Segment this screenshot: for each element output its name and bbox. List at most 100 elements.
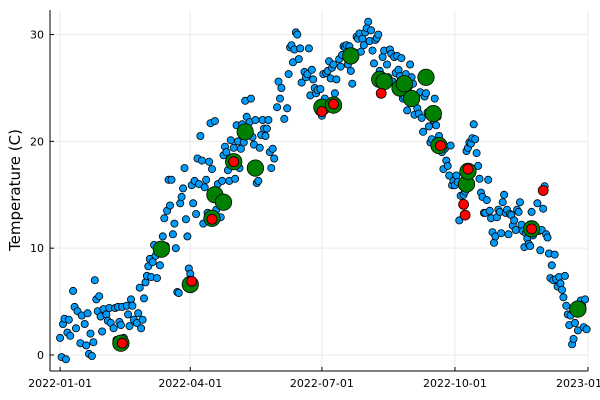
blue-data-point	[167, 175, 176, 184]
blue-data-point	[128, 301, 137, 310]
green-data-point	[424, 105, 442, 123]
blue-data-point	[80, 319, 89, 328]
blue-data-point	[141, 278, 150, 287]
blue-data-point	[348, 79, 357, 88]
x-tick-label: 2022-01-01	[28, 377, 92, 390]
blue-data-point	[189, 199, 198, 208]
blue-data-point	[452, 171, 461, 180]
blue-data-point	[346, 66, 355, 75]
green-data-point	[375, 73, 393, 91]
green-data-point	[569, 300, 587, 318]
blue-data-point	[255, 143, 264, 152]
blue-data-point	[497, 229, 506, 238]
blue-data-point	[533, 199, 542, 208]
blue-data-point	[69, 286, 78, 295]
green-data-point	[236, 123, 254, 141]
blue-data-point	[180, 164, 189, 173]
blue-data-point	[367, 26, 376, 35]
red-data-point	[459, 209, 471, 221]
blue-data-point	[236, 144, 245, 153]
blue-data-point	[231, 174, 240, 183]
blue-data-point	[527, 207, 536, 216]
blue-data-point	[403, 106, 412, 115]
blue-data-point	[539, 204, 548, 213]
blue-data-point	[181, 215, 190, 224]
blue-data-point	[562, 301, 571, 310]
blue-data-point	[139, 294, 148, 303]
blue-data-point	[205, 157, 214, 166]
blue-data-point	[158, 232, 167, 241]
blue-data-point	[283, 104, 292, 113]
blue-data-point	[432, 121, 441, 130]
blue-data-point	[160, 214, 169, 223]
blue-data-point	[543, 233, 552, 242]
blue-data-point	[484, 175, 493, 184]
blue-data-point	[197, 156, 206, 165]
blue-data-point	[293, 30, 302, 39]
blue-data-point	[171, 244, 180, 253]
axes	[49, 10, 588, 372]
blue-data-point	[559, 293, 568, 302]
blue-data-point	[510, 216, 519, 225]
y-tick-label: 10	[30, 242, 44, 255]
red-data-point	[375, 87, 387, 99]
blue-data-point	[482, 196, 491, 205]
blue-data-point	[560, 271, 569, 280]
red-data-point	[462, 163, 474, 175]
blue-data-point	[446, 141, 455, 150]
blue-data-point	[56, 333, 65, 342]
blue-data-point	[514, 207, 523, 216]
blue-data-point	[296, 44, 305, 53]
red-data-point	[328, 98, 339, 110]
red-data-point	[206, 213, 218, 225]
blue-data-point	[179, 184, 188, 193]
blue-data-point	[550, 250, 559, 259]
blue-data-point	[504, 230, 513, 239]
blue-data-point	[262, 124, 271, 133]
blue-data-point	[489, 238, 498, 247]
blue-data-point	[397, 54, 406, 63]
x-tick-label: 2022-07-01	[290, 377, 354, 390]
blue-data-point	[443, 161, 452, 170]
blue-data-point	[155, 261, 164, 270]
blue-data-point	[251, 116, 260, 125]
blue-data-point	[472, 149, 481, 158]
blue-data-point	[421, 89, 430, 98]
blue-data-point	[137, 324, 146, 333]
red-data-point	[435, 140, 446, 152]
blue-data-point	[226, 136, 235, 145]
blue-data-point	[368, 46, 377, 55]
blue-data-point	[64, 315, 73, 324]
red-data-point	[116, 337, 128, 349]
red-data-point	[186, 275, 198, 287]
blue-data-point	[66, 331, 75, 340]
red-data-point	[228, 156, 240, 168]
blue-data-point	[382, 60, 391, 69]
blue-data-point	[547, 261, 556, 270]
blue-data-point	[109, 324, 118, 333]
blue-data-point	[406, 60, 415, 69]
blue-data-point	[419, 127, 428, 136]
y-axis-title: Temperature (C)	[6, 129, 24, 252]
blue-data-point	[196, 131, 205, 140]
blue-data-point	[83, 309, 92, 318]
blue-data-point	[89, 338, 98, 347]
blue-data-point	[556, 279, 565, 288]
x-tick-label: 2023-01-01	[556, 377, 600, 390]
blue-data-point	[183, 232, 192, 241]
blue-data-point	[125, 322, 134, 331]
blue-data-point	[536, 246, 545, 255]
blue-data-point	[469, 120, 478, 129]
blue-data-point	[270, 154, 279, 163]
y-tick-label: 0	[37, 349, 44, 362]
blue-data-point	[569, 334, 578, 343]
blue-data-point	[127, 295, 136, 304]
x-tick-label: 2022-04-01	[158, 377, 222, 390]
grid-lines	[50, 10, 589, 371]
red-data-point	[458, 198, 470, 210]
blue-data-point	[378, 53, 387, 62]
blue-data-point	[275, 94, 284, 103]
blue-data-point	[277, 84, 286, 93]
blue-data-point	[116, 321, 125, 330]
